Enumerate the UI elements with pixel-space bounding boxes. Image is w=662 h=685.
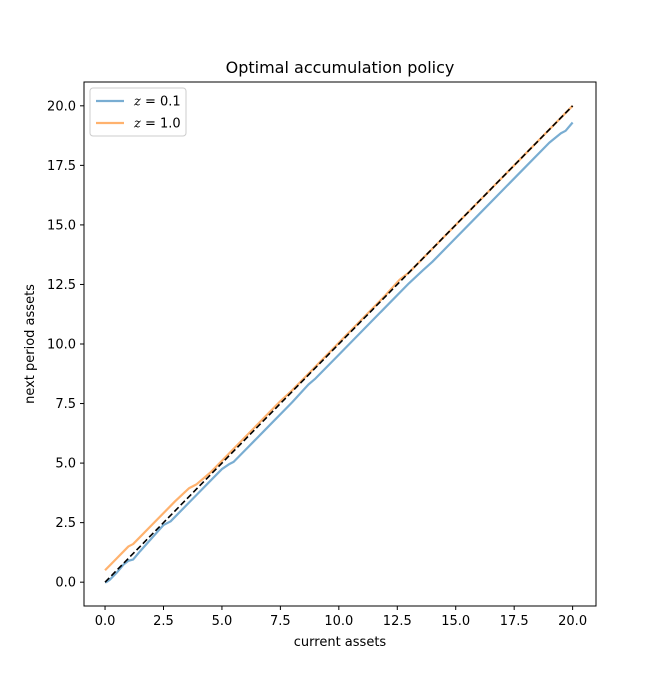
x-tick-label: 2.5 xyxy=(153,614,174,629)
y-tick-label: 7.5 xyxy=(55,397,76,412)
y-tick-label: 10.0 xyxy=(47,338,76,353)
y-tick-label: 20.0 xyxy=(47,99,76,114)
series-line-1 xyxy=(105,121,574,584)
y-tick-label: 17.5 xyxy=(47,159,76,174)
legend-label-2: z = 1.0 xyxy=(133,117,181,132)
y-tick-label: 2.5 xyxy=(55,516,76,531)
x-tick-label: 5.0 xyxy=(212,614,233,629)
x-tick-label: 10.0 xyxy=(324,614,353,629)
chart-title: Optimal accumulation policy xyxy=(226,58,455,77)
x-tick-label: 0.0 xyxy=(95,614,116,629)
y-tick-label: 0.0 xyxy=(55,576,76,591)
y-tick-label: 12.5 xyxy=(47,278,76,293)
y-tick-label: 5.0 xyxy=(55,457,76,472)
legend-label-1: z = 0.1 xyxy=(133,95,181,110)
plot-area xyxy=(104,105,574,584)
y-tick-label: 15.0 xyxy=(47,218,76,233)
x-tick-label: 15.0 xyxy=(441,614,470,629)
reference-45-degree-line xyxy=(104,105,574,583)
ticks: 0.0 2.5 5.0 7.5 10.0 12.5 15.0 17.5 20.0 0.0 2.5 5.… xyxy=(47,99,587,629)
x-tick-label: 20.0 xyxy=(558,614,587,629)
x-tick-label: 17.5 xyxy=(500,614,529,629)
x-axis-label: current assets xyxy=(294,635,387,650)
x-tick-label: 7.5 xyxy=(270,614,291,629)
y-axis-label: next period assets xyxy=(23,284,38,404)
legend: z = 0.1 z = 1.0 xyxy=(89,87,187,137)
x-tick-label: 12.5 xyxy=(383,614,412,629)
